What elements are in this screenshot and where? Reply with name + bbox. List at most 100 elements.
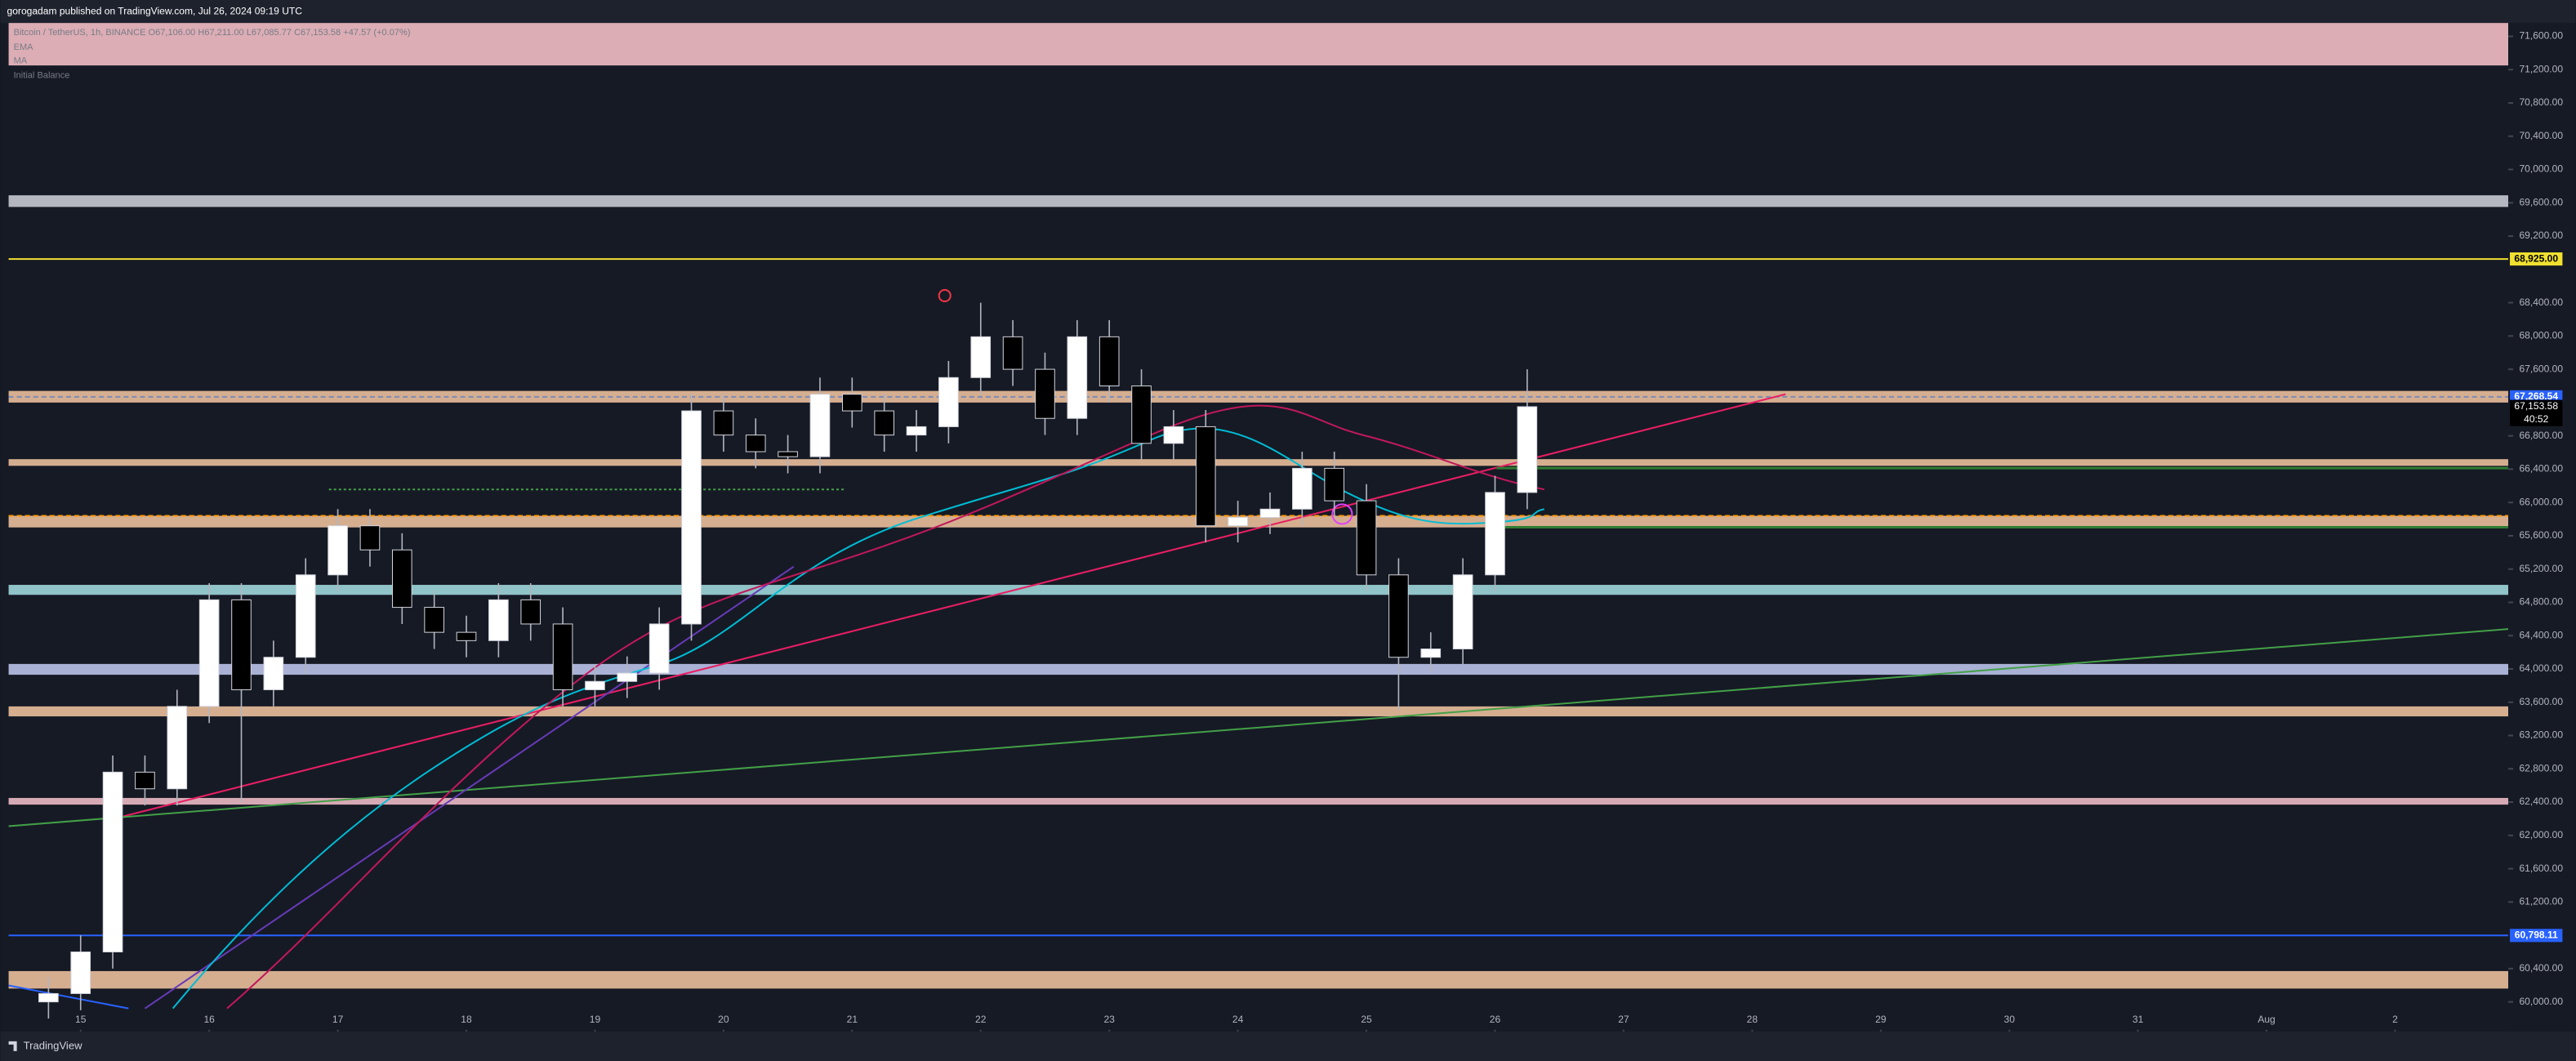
candle-body — [809, 394, 831, 457]
y-tick-label: 70,000.00 — [2519, 163, 2563, 175]
candle-body — [1067, 336, 1088, 419]
legend-ema: EMA — [14, 42, 34, 52]
marker-circle — [1331, 503, 1353, 525]
zone — [8, 970, 2509, 989]
candle-body — [231, 599, 252, 690]
publisher: gorogadam published on TradingView.com, … — [7, 5, 303, 16]
candle-body — [38, 992, 59, 1003]
candle-body — [1292, 467, 1313, 510]
y-tick-label: 62,000.00 — [2519, 829, 2563, 840]
x-tick-label: 25 — [1361, 1014, 1372, 1025]
trendline — [8, 984, 129, 1010]
x-tick-label: 31 — [2133, 1014, 2144, 1025]
zone — [8, 459, 2509, 466]
candle-body — [648, 623, 670, 674]
candle-body — [1517, 406, 1538, 493]
candle-body — [424, 607, 444, 633]
y-tick-label: 70,400.00 — [2519, 130, 2563, 141]
level-label: 67,268.54 — [2514, 390, 2558, 402]
level-label: 60,798.11 — [2515, 929, 2558, 940]
y-tick-label: 64,000.00 — [2519, 662, 2563, 674]
candle-body — [167, 706, 188, 790]
legend-ma: MA — [14, 56, 28, 65]
zone — [8, 706, 2509, 717]
candle-body — [745, 435, 766, 452]
legend-symbol: Bitcoin / TetherUS, 1h, BINANCE O67,106.… — [14, 28, 411, 38]
candle-body — [1259, 508, 1281, 519]
trendline — [8, 628, 2509, 827]
zone — [8, 23, 2509, 66]
last-price-bg — [2510, 399, 2563, 426]
candle-body — [520, 599, 541, 625]
x-tick-label: 30 — [2004, 1014, 2016, 1025]
y-tick-label: 63,200.00 — [2519, 729, 2563, 741]
x-tick-label: 27 — [1618, 1014, 1629, 1025]
candle-body — [842, 394, 862, 412]
zone — [8, 585, 2509, 595]
x-tick-label: 22 — [975, 1014, 987, 1025]
x-tick-label: 23 — [1103, 1014, 1115, 1025]
x-tick-label: 24 — [1232, 1014, 1244, 1025]
zone — [8, 663, 2509, 675]
trendline — [144, 565, 795, 1010]
y-tick-label: 71,600.00 — [2519, 30, 2563, 42]
candle-body — [1324, 467, 1345, 502]
candle-body — [938, 377, 959, 427]
candles — [38, 302, 1538, 1019]
levels — [8, 258, 2509, 937]
x-tick-label: 28 — [1747, 1014, 1758, 1025]
candle-body — [1388, 574, 1409, 658]
candle-body — [552, 623, 573, 690]
trendline — [123, 393, 1786, 818]
y-tick-label: 62,400.00 — [2519, 796, 2563, 807]
top-bar — [0, 0, 2576, 24]
candle-body — [328, 525, 348, 576]
x-tick-label: 17 — [332, 1014, 344, 1025]
candle-body — [1035, 368, 1055, 419]
y-tick-label: 60,000.00 — [2519, 996, 2563, 1007]
candle-body — [488, 599, 509, 641]
candle-body — [617, 672, 638, 682]
y-tick-label: 68,000.00 — [2519, 330, 2563, 341]
ma-line — [226, 404, 1544, 1010]
x-tick-label: 16 — [203, 1014, 215, 1025]
candle-body — [456, 631, 477, 641]
level-label: 68,925.00 — [2514, 252, 2558, 264]
brand-logo — [8, 1041, 17, 1051]
candle-body — [681, 410, 702, 625]
x-tick-label: 2 — [2392, 1014, 2398, 1025]
candle-body — [874, 410, 894, 436]
candle-body — [359, 525, 381, 551]
y-tick-label: 66,800.00 — [2519, 430, 2563, 441]
candle-body — [1228, 517, 1248, 527]
legend-ib: Initial Balance — [14, 70, 70, 80]
countdown: 40:52 — [2524, 413, 2548, 425]
drawings — [8, 288, 2509, 1010]
candle-body — [135, 771, 155, 790]
y-tick-label: 67,600.00 — [2519, 363, 2563, 374]
y-tick-label: 61,200.00 — [2519, 896, 2563, 907]
candle-body — [1356, 500, 1377, 576]
candle-body — [585, 680, 605, 690]
candle-body — [70, 951, 91, 994]
candle-body — [1420, 649, 1442, 658]
candle-body — [1452, 574, 1473, 650]
candle-body — [391, 549, 412, 609]
y-tick-label: 65,200.00 — [2519, 563, 2563, 574]
candle-body — [970, 336, 992, 378]
candle-body — [295, 574, 316, 658]
y-tick-label: 66,400.00 — [2519, 463, 2563, 475]
level-label-bg — [2510, 252, 2563, 266]
x-tick-label: 15 — [75, 1014, 87, 1025]
x-tick-label: Aug — [2257, 1014, 2275, 1025]
price-axis — [2508, 23, 2576, 1032]
candle-body — [906, 426, 927, 436]
candle-body — [713, 410, 734, 436]
last-price-label: 67,153.58 — [2514, 400, 2558, 412]
candle-body — [1131, 385, 1152, 444]
zone — [8, 515, 2509, 528]
y-tick-label: 68,400.00 — [2519, 296, 2563, 308]
candle-body — [778, 451, 798, 457]
